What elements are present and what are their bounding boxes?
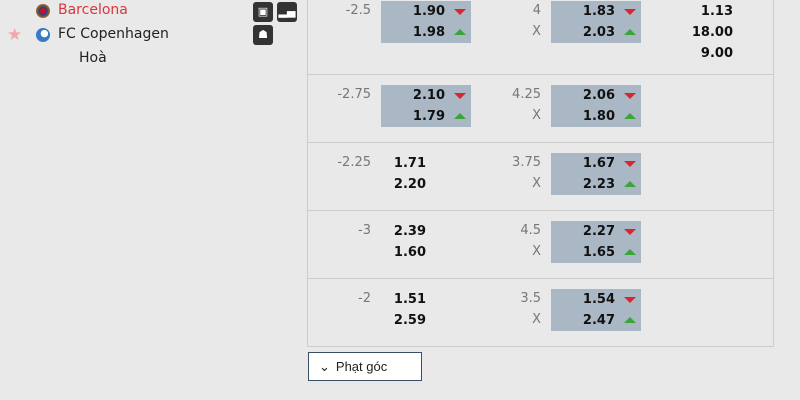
total-line: 3.75 X [478,152,541,194]
corner-kicks-toggle-button[interactable]: ⌄ Phạt góc [308,352,422,381]
handicap-line: -2.5 [345,3,371,18]
home-odds[interactable]: 2.10 [412,88,445,103]
away-odds[interactable]: 1.98 [412,25,445,40]
handicap-line: -2.75 [337,87,371,102]
odds-down-arrow-icon [454,93,466,99]
odds-down-arrow-icon [624,229,636,235]
total-line-value: 3.5 [520,291,541,306]
over-under-odds[interactable]: 1.67 2.23 [551,153,641,195]
over-odds[interactable]: 2.27 [582,224,615,239]
odds-down-arrow-icon [624,9,636,15]
total-line: 4.5 X [478,220,541,262]
away-odds[interactable]: 2.59 [393,313,426,328]
barcelona-crest-icon [36,4,50,18]
handicap-odds[interactable]: 1.71 2.20 [381,153,471,195]
1x2-odd[interactable]: 9.00 [700,46,733,61]
home-odds[interactable]: 2.39 [393,224,426,239]
home-odds[interactable]: 1.51 [393,292,426,307]
away-odds[interactable]: 2.20 [393,177,426,192]
1x2-odd[interactable]: 18.00 [691,25,733,40]
handicap-line: -3 [358,223,371,238]
odds-up-arrow-icon [454,29,466,35]
under-odds[interactable]: 2.47 [582,313,615,328]
odds-up-arrow-icon [454,113,466,119]
handicap-line: -2.25 [337,155,371,170]
total-line-value: 4.25 [512,87,541,102]
match-info: Barcelona ★ FC Copenhagen Hoà ▣ ▂▄ ☗ [0,0,307,400]
odds-up-arrow-icon [624,113,636,119]
total-line: 4.25 X [478,84,541,126]
home-odds[interactable]: 1.71 [393,156,426,171]
under-label: X [532,108,541,123]
under-label: X [532,244,541,259]
under-odds[interactable]: 2.23 [582,177,615,192]
under-odds[interactable]: 1.65 [582,245,615,260]
draw-label: Hoà [79,50,107,66]
over-under-odds[interactable]: 1.54 2.47 [551,289,641,331]
over-under-odds[interactable]: 2.06 1.80 [551,85,641,127]
over-under-odds[interactable]: 1.83 2.03 [551,1,641,43]
over-odds[interactable]: 1.67 [582,156,615,171]
under-label: X [532,176,541,191]
under-odds[interactable]: 1.80 [582,109,615,124]
stats-icon[interactable]: ▂▄ [277,2,297,22]
over-under-odds[interactable]: 2.27 1.65 [551,221,641,263]
1x2-odds[interactable]: 1.13 18.00 9.00 [668,1,733,64]
copenhagen-crest-icon [36,28,50,42]
odds-up-arrow-icon [624,181,636,187]
corner-button-label: Phạt góc [335,359,388,374]
right-column [772,0,800,347]
away-odds[interactable]: 1.60 [393,245,426,260]
monitor-icon[interactable]: ▣ [253,2,273,22]
1x2-odd[interactable]: 1.13 [700,4,733,19]
odds-down-arrow-icon [624,297,636,303]
total-line: 3.5 X [478,288,541,330]
odds-down-arrow-icon [624,161,636,167]
total-line-value: 4 [532,3,541,18]
handicap-odds[interactable]: 1.51 2.59 [381,289,471,331]
handicap-odds[interactable]: 2.10 1.79 [381,85,471,127]
odds-up-arrow-icon [624,29,636,35]
handicap-odds[interactable]: 1.90 1.98 [381,1,471,43]
handicap-odds[interactable]: 2.39 1.60 [381,221,471,263]
over-odds[interactable]: 1.83 [582,4,615,19]
lineup-icon[interactable]: ☗ [253,25,273,45]
home-team[interactable]: Barcelona [58,2,128,18]
total-line-value: 4.5 [520,223,541,238]
away-odds[interactable]: 1.79 [412,109,445,124]
over-odds[interactable]: 1.54 [582,292,615,307]
odds-down-arrow-icon [624,93,636,99]
odds-up-arrow-icon [624,249,636,255]
favorite-star-icon[interactable]: ★ [7,25,23,45]
home-odds[interactable]: 1.90 [412,4,445,19]
odds-row: -2.25 1.71 2.20 3.75 X 1.67 2.23 [308,143,773,211]
total-line-value: 3.75 [512,155,541,170]
odds-up-arrow-icon [624,317,636,323]
over-odds[interactable]: 2.06 [582,88,615,103]
under-label: X [532,24,541,39]
handicap-line: -2 [358,291,371,306]
chevron-down-icon: ⌄ [319,358,330,374]
under-label: X [532,312,541,327]
odds-down-arrow-icon [454,9,466,15]
odds-row: -2 1.51 2.59 3.5 X 1.54 2.47 [308,279,773,347]
odds-row: -2.75 2.10 1.79 4.25 X 2.06 1.80 [308,75,773,143]
under-odds[interactable]: 2.03 [582,25,615,40]
away-team[interactable]: FC Copenhagen [58,26,169,42]
odds-row: -3 2.39 1.60 4.5 X 2.27 1.65 [308,211,773,279]
